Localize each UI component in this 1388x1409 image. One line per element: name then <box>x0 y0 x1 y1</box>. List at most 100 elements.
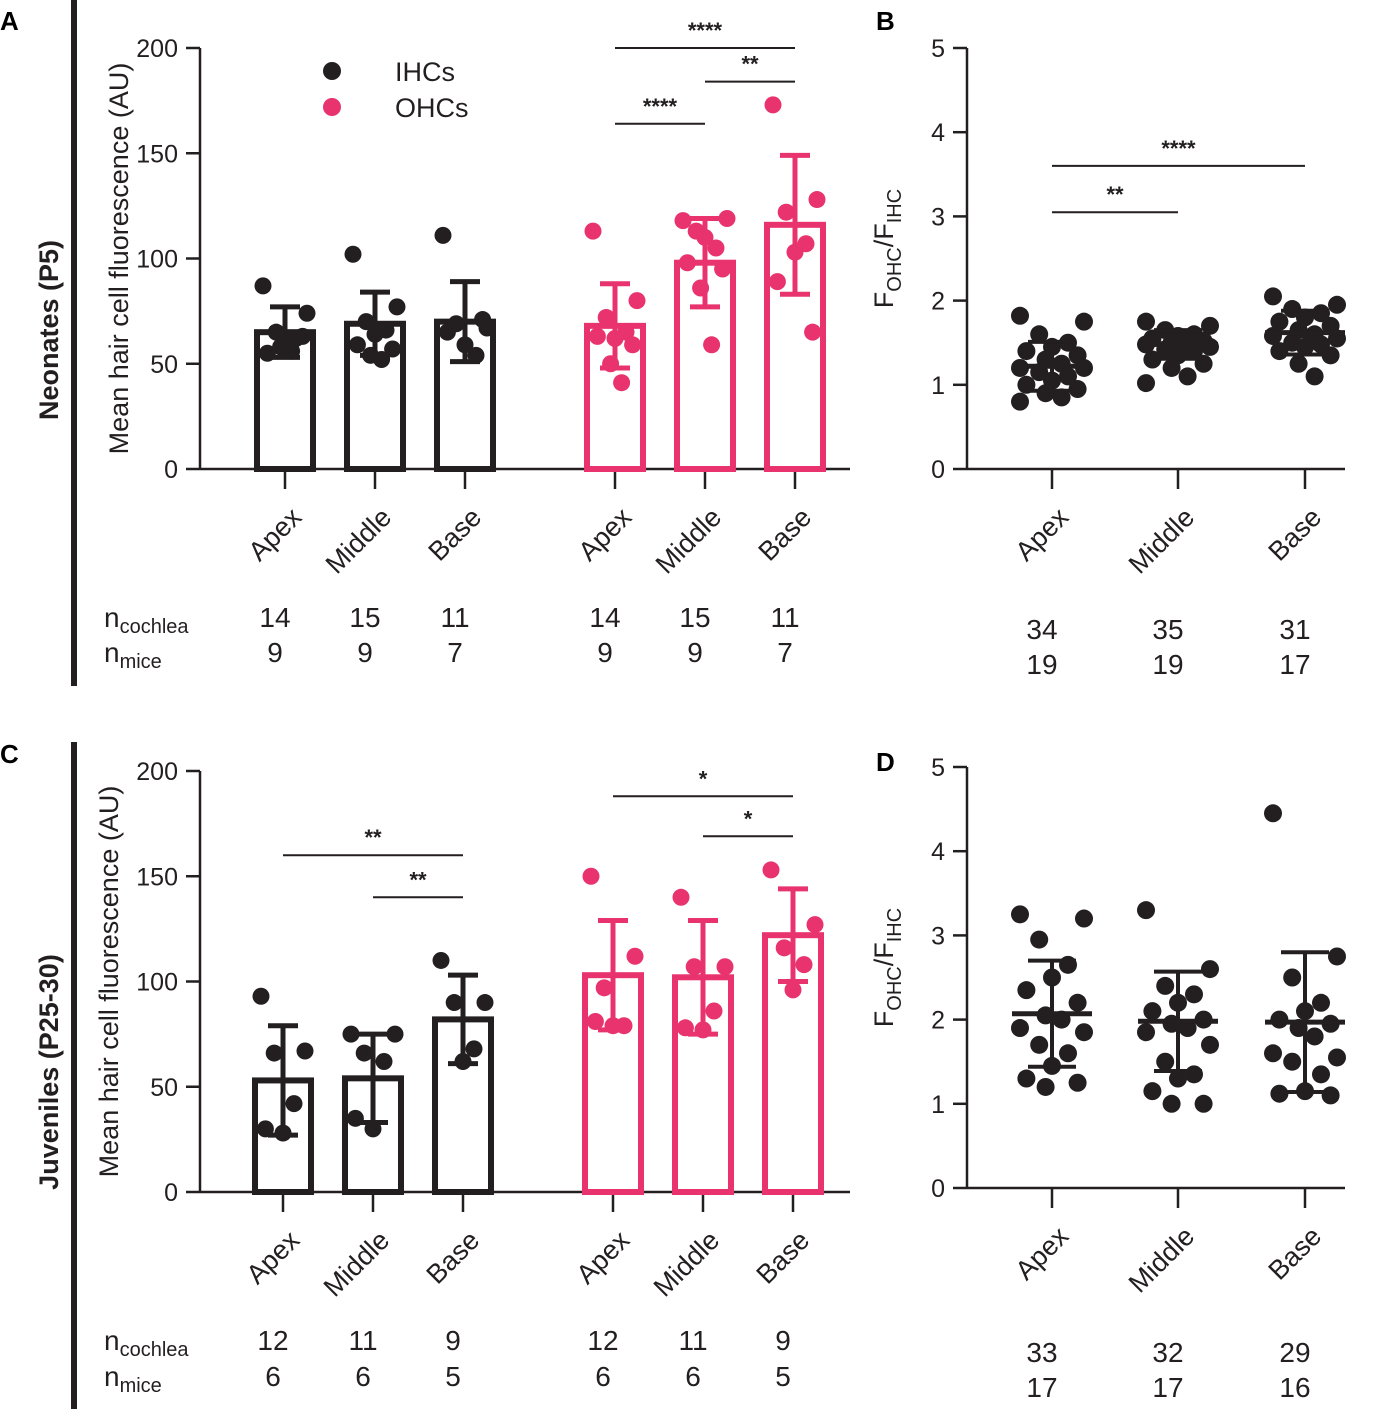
n-mice-subscript: mice <box>120 1375 162 1397</box>
data-point <box>1178 367 1197 386</box>
data-point <box>613 374 631 392</box>
data-point <box>1283 968 1302 987</box>
data-point <box>606 329 624 347</box>
data-point <box>476 994 494 1012</box>
n-cochlea-value: 32 <box>1152 1337 1183 1368</box>
data-point <box>1068 1073 1087 1092</box>
legend-ohc-label: OHCs <box>395 93 469 123</box>
n-mice-value: 6 <box>355 1361 371 1392</box>
y-axis-label: Mean hair cell fluorescence (AU) <box>104 63 134 455</box>
n-mice-value: 9 <box>357 637 373 668</box>
n-cochlea-value: 11 <box>348 1325 377 1356</box>
data-point <box>1137 312 1155 331</box>
n-cochlea-value: 12 <box>257 1325 288 1356</box>
significance-label: ** <box>741 52 759 77</box>
n-mice-value: 7 <box>777 637 793 668</box>
data-point <box>718 210 736 228</box>
data-point <box>454 1052 472 1070</box>
y-axis-label: FOHC/FIHC <box>869 189 906 308</box>
n-mice-value: 17 <box>1026 1372 1057 1403</box>
data-point <box>696 228 714 246</box>
data-point <box>1162 1094 1181 1113</box>
data-point <box>1201 316 1219 335</box>
data-point <box>1185 985 1203 1004</box>
data-point <box>628 292 646 310</box>
y-tick-label: 4 <box>931 838 945 866</box>
y-tick-label: 5 <box>931 754 945 782</box>
data-point <box>357 313 375 331</box>
y-axis-label-part: /F <box>869 223 899 247</box>
data-point <box>626 947 644 965</box>
y-axis-label: FOHC/FIHC <box>869 908 906 1027</box>
y-axis-label-part: /F <box>869 942 899 966</box>
data-point <box>692 279 710 297</box>
data-point <box>764 96 782 114</box>
data-point <box>676 1019 694 1037</box>
n-mice-value: 19 <box>1026 649 1057 680</box>
data-point <box>1068 993 1087 1012</box>
y-tick-label: 1 <box>931 1091 945 1119</box>
data-point <box>438 323 456 341</box>
y-axis-label-part: IHC <box>884 189 906 223</box>
n-mice-value: 5 <box>775 1361 791 1392</box>
n-mice-value: 6 <box>265 1361 281 1392</box>
data-point <box>1075 1023 1093 1042</box>
data-point <box>584 222 602 240</box>
n-mice-value: 7 <box>447 637 463 668</box>
significance-label: **** <box>643 94 678 119</box>
data-point <box>298 304 316 322</box>
y-tick-label: 200 <box>136 758 178 786</box>
data-point <box>375 1052 393 1070</box>
data-point <box>1075 909 1093 928</box>
n-mice-value: 9 <box>597 637 613 668</box>
data-point <box>1017 1069 1036 1088</box>
n-cochlea-value: 9 <box>775 1325 791 1356</box>
data-point <box>285 1095 303 1113</box>
data-point <box>1011 392 1029 411</box>
data-point <box>1036 1077 1055 1096</box>
legend-ohc-marker <box>323 98 341 116</box>
data-point <box>1328 1048 1346 1067</box>
data-point <box>685 958 703 976</box>
panel-letter: A <box>0 6 19 36</box>
y-tick-label: 50 <box>150 1074 178 1102</box>
data-point <box>1305 367 1324 386</box>
data-point <box>1264 287 1282 306</box>
data-point <box>252 987 270 1005</box>
data-point <box>595 979 613 997</box>
y-axis-label-part: IHC <box>884 908 906 942</box>
data-point <box>804 323 822 341</box>
data-point <box>386 1025 404 1043</box>
data-point <box>348 336 366 354</box>
data-point <box>254 277 272 295</box>
data-point <box>373 351 391 369</box>
data-point <box>467 346 485 364</box>
n-cochlea-value: 11 <box>770 602 799 633</box>
n-cochlea-value: 12 <box>587 1325 618 1356</box>
data-point <box>1270 1084 1289 1103</box>
n-mice-value: 17 <box>1152 1372 1183 1403</box>
legend: IHCs OHCs <box>323 57 469 123</box>
data-point <box>768 273 786 291</box>
y-tick-label: 100 <box>136 246 178 274</box>
data-point <box>1017 981 1036 1000</box>
legend-ihc-marker <box>323 62 341 80</box>
data-point <box>1270 312 1289 331</box>
data-point <box>786 243 804 261</box>
y-tick-label: 2 <box>931 288 945 316</box>
data-point <box>1201 1035 1219 1054</box>
n-cochlea-value: 33 <box>1026 1337 1057 1368</box>
row-label-neonates: Neonates (P5) <box>34 240 64 420</box>
significance-label: **** <box>1161 136 1196 161</box>
data-point <box>716 958 734 976</box>
y-tick-label: 50 <box>150 351 178 379</box>
significance-label: * <box>744 806 753 831</box>
data-point <box>624 336 642 354</box>
data-point <box>1201 337 1219 356</box>
data-point <box>1052 388 1071 407</box>
legend-ihc-label: IHCs <box>395 57 455 87</box>
n-mice-value: 17 <box>1279 649 1310 680</box>
data-point <box>1321 1086 1340 1105</box>
data-point <box>265 1044 283 1062</box>
y-tick-label: 100 <box>136 969 178 997</box>
